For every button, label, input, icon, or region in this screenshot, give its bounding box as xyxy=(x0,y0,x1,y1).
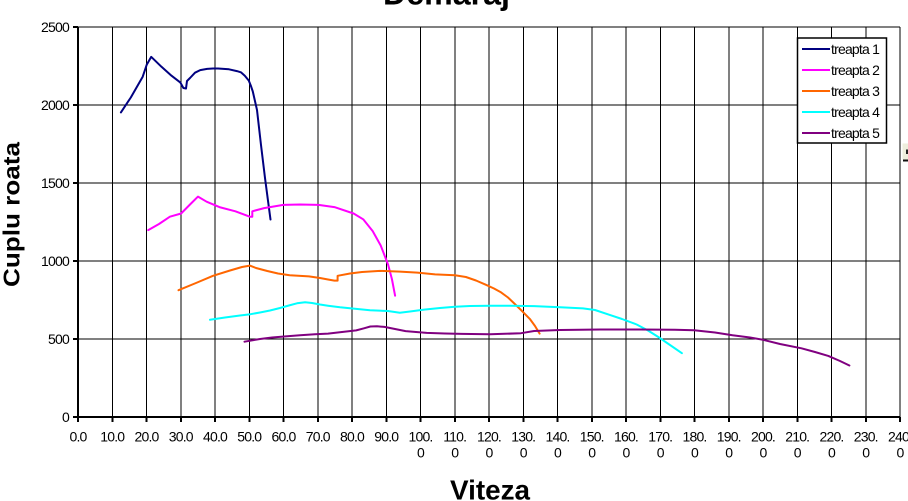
svg-text:210.: 210. xyxy=(785,429,809,445)
svg-text:60.0: 60.0 xyxy=(271,429,296,445)
svg-text:0: 0 xyxy=(486,445,494,461)
svg-text:220.: 220. xyxy=(819,429,843,445)
svg-text:130.: 130. xyxy=(511,429,535,445)
svg-text:1500: 1500 xyxy=(41,175,70,191)
svg-text:170.: 170. xyxy=(648,429,672,445)
svg-text:40.0: 40.0 xyxy=(203,429,228,445)
svg-text:20.0: 20.0 xyxy=(134,429,159,445)
svg-text:0.0: 0.0 xyxy=(69,429,87,445)
svg-text:0: 0 xyxy=(897,445,905,461)
svg-text:0: 0 xyxy=(451,445,459,461)
svg-text:150.: 150. xyxy=(580,429,604,445)
svg-text:0: 0 xyxy=(623,445,631,461)
svg-text:240.: 240. xyxy=(888,429,908,445)
svg-text:10.0: 10.0 xyxy=(100,429,125,445)
svg-text:0: 0 xyxy=(760,445,768,461)
svg-text:100.: 100. xyxy=(408,429,432,445)
svg-text:0: 0 xyxy=(657,445,665,461)
svg-text:treapta 1: treapta 1 xyxy=(831,41,880,57)
svg-text:120.: 120. xyxy=(477,429,501,445)
svg-text:500: 500 xyxy=(48,331,70,347)
svg-text:180.: 180. xyxy=(682,429,706,445)
svg-text:90.0: 90.0 xyxy=(374,429,399,445)
svg-text:0: 0 xyxy=(417,445,425,461)
svg-text:230.: 230. xyxy=(854,429,878,445)
svg-text:0: 0 xyxy=(794,445,802,461)
svg-text:treapta 5: treapta 5 xyxy=(831,125,880,141)
svg-text:30.0: 30.0 xyxy=(169,429,194,445)
svg-text:190.: 190. xyxy=(717,429,741,445)
svg-text:80.0: 80.0 xyxy=(340,429,365,445)
svg-text:Viteza: Viteza xyxy=(450,475,530,501)
svg-text:0: 0 xyxy=(554,445,562,461)
svg-text:0: 0 xyxy=(588,445,596,461)
svg-text:2000: 2000 xyxy=(41,97,70,113)
svg-text:110.: 110. xyxy=(443,429,466,445)
svg-text:Demaraj: Demaraj xyxy=(383,0,510,12)
svg-text:0: 0 xyxy=(828,445,836,461)
svg-text:0: 0 xyxy=(62,409,70,425)
svg-text:treapta 2: treapta 2 xyxy=(831,62,880,78)
svg-text:50.0: 50.0 xyxy=(237,429,262,445)
svg-text:70.0: 70.0 xyxy=(306,429,331,445)
svg-text:140.: 140. xyxy=(545,429,569,445)
svg-text:200.: 200. xyxy=(751,429,775,445)
svg-text:0: 0 xyxy=(520,445,528,461)
svg-text:2500: 2500 xyxy=(41,19,70,35)
svg-text:1000: 1000 xyxy=(41,253,70,269)
svg-text:treapta 3: treapta 3 xyxy=(831,83,880,99)
svg-text:160.: 160. xyxy=(614,429,638,445)
svg-text:0: 0 xyxy=(862,445,870,461)
svg-text:treapta 4: treapta 4 xyxy=(831,104,880,120)
svg-text:0: 0 xyxy=(691,445,699,461)
svg-text:0: 0 xyxy=(725,445,733,461)
svg-text:Cuplu roata: Cuplu roata xyxy=(0,142,25,287)
